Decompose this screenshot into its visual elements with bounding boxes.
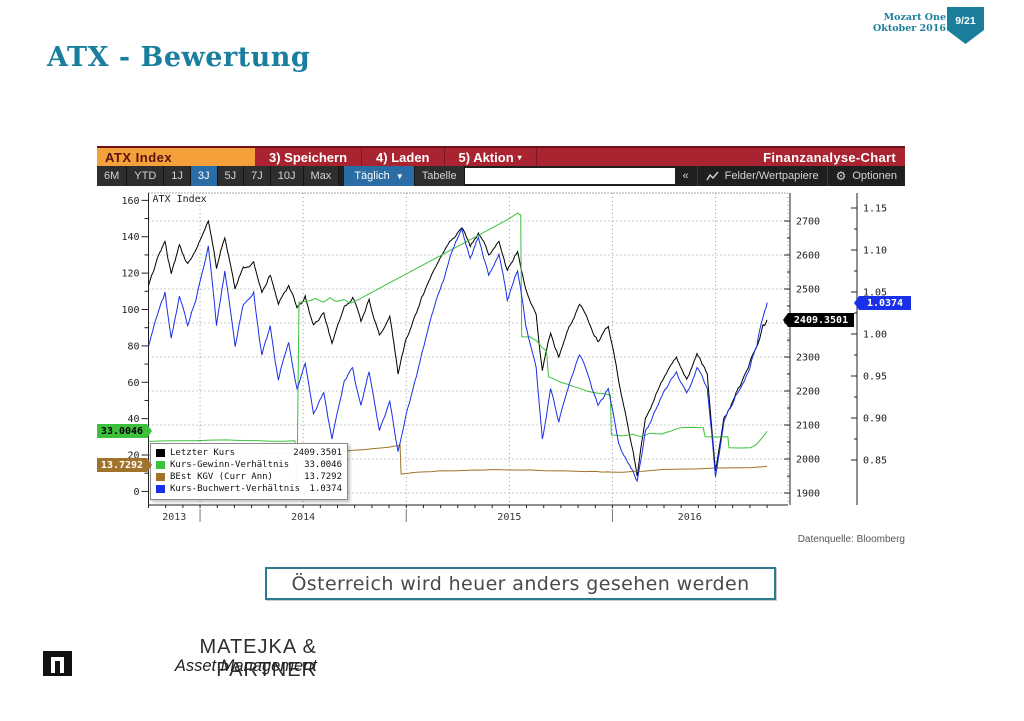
chart-title: ATX Index [153, 194, 207, 205]
chevron-down-icon: ▾ [517, 152, 522, 162]
legend-row: Letzter Kurs 2409.3501 [156, 447, 342, 459]
legend-row: BEst KGV (Curr Ann) 13.7292 [156, 471, 342, 483]
period-dropdown[interactable]: Täglich ▼ [344, 166, 415, 186]
swatch-brown [156, 473, 165, 481]
chart-legend: Letzter Kurs 2409.3501 Kurs-Gewinn-Verhäl… [150, 443, 348, 500]
caret-down-icon: ▼ [395, 171, 404, 181]
svg-text:0: 0 [133, 487, 139, 498]
key-message-box: Österreich wird heuer anders gesehen wer… [265, 567, 776, 600]
svg-text:0.85: 0.85 [863, 456, 887, 467]
range-ytd[interactable]: YTD [127, 166, 165, 186]
svg-text:0.90: 0.90 [863, 414, 887, 425]
range-10j[interactable]: 10J [270, 166, 304, 186]
last-value-tag-pe: 33.0046 [97, 424, 152, 438]
svg-text:2013: 2013 [162, 512, 186, 523]
svg-text:2014: 2014 [291, 512, 315, 523]
terminal-menubar: 3) Speichern 4) Laden 5) Aktion ▾ Finanza… [255, 148, 905, 166]
finance-chart: 0 20 40 60 80 100 120 140 160 2013 2014 2015 2016 190… [121, 192, 887, 523]
gear-icon: ⚙ [835, 169, 847, 183]
range-1j[interactable]: 1J [164, 166, 191, 186]
svg-text:2200: 2200 [796, 387, 820, 398]
last-value-tag-price: 2409.3501 [783, 313, 854, 327]
range-7j[interactable]: 7J [244, 166, 271, 186]
terminal-titlebar: ATX Index 3) Speichern 4) Laden 5) Aktio… [97, 146, 905, 166]
svg-text:2600: 2600 [796, 251, 820, 262]
options-button[interactable]: ⚙ Optionen [826, 166, 905, 186]
data-source: Datenquelle: Bloomberg [797, 534, 905, 545]
svg-text:60: 60 [127, 378, 139, 389]
svg-text:1900: 1900 [796, 489, 820, 500]
svg-text:1.00: 1.00 [863, 330, 887, 341]
svg-text:2016: 2016 [678, 512, 702, 523]
swatch-black [156, 449, 165, 457]
svg-text:140: 140 [121, 232, 139, 243]
svg-text:160: 160 [121, 196, 139, 207]
svg-text:2100: 2100 [796, 421, 820, 432]
last-value-tag-best-kgv: 13.7292 [97, 458, 152, 472]
window-title: Finanzanalyse-Chart [763, 149, 896, 165]
chart-toolbar: 6M YTD 1J 3J 5J 7J 10J Max Täglich ▼ Tabe… [97, 166, 905, 186]
svg-text:2300: 2300 [796, 353, 820, 364]
presentation-meta: Mozart One Oktober 2016 [873, 12, 946, 34]
svg-text:1.15: 1.15 [863, 204, 887, 215]
svg-text:2000: 2000 [796, 455, 820, 466]
menu-speichern[interactable]: 3) Speichern [255, 148, 363, 166]
menu-aktion[interactable]: 5) Aktion ▾ [445, 148, 537, 166]
svg-text:1.10: 1.10 [863, 246, 887, 257]
presentation-date: Oktober 2016 [872, 23, 946, 34]
svg-text:80: 80 [127, 341, 139, 352]
range-5j[interactable]: 5J [217, 166, 245, 186]
svg-text:2015: 2015 [497, 512, 521, 523]
last-value-tag-pb: 1.0374 [854, 296, 911, 310]
range-3j-selected[interactable]: 3J [190, 166, 218, 186]
matejka-logo-icon [43, 651, 72, 676]
page-title: ATX - Bewertung [47, 42, 311, 73]
security-tab[interactable]: ATX Index [97, 148, 255, 166]
svg-text:120: 120 [121, 269, 139, 280]
table-button[interactable]: Tabelle [414, 166, 465, 186]
company-division: Asset Management [174, 657, 317, 675]
legend-row: Kurs-Buchwert-Verhältnis 1.0374 [156, 483, 342, 495]
swatch-green [156, 461, 165, 469]
fields-securities-button[interactable]: Felder/Wertpapiere [696, 166, 827, 186]
page-number-ribbon: 9/21 [947, 7, 984, 44]
svg-text:0.95: 0.95 [863, 372, 887, 383]
chart-search-input[interactable] [464, 168, 675, 184]
key-message: Österreich wird heuer anders gesehen wer… [291, 572, 750, 595]
project-name: Mozart One [883, 12, 946, 23]
collapse-button[interactable]: « [682, 170, 689, 182]
page-number: 9/21 [955, 15, 976, 27]
bloomberg-terminal-window: ATX Index 3) Speichern 4) Laden 5) Aktio… [97, 146, 911, 550]
swatch-blue [156, 485, 165, 493]
svg-text:100: 100 [121, 305, 139, 316]
legend-row: Kurs-Gewinn-Verhältnis 33.0046 [156, 459, 342, 471]
svg-text:2500: 2500 [796, 285, 820, 296]
line-chart-icon [706, 171, 719, 181]
svg-text:40: 40 [127, 414, 139, 425]
svg-text:1.05: 1.05 [863, 288, 887, 299]
svg-text:20: 20 [127, 451, 139, 462]
range-max[interactable]: Max [303, 166, 340, 186]
range-6m[interactable]: 6M [97, 166, 128, 186]
company-name: MATEJKA & PARTNER [199, 636, 317, 681]
menu-laden[interactable]: 4) Laden [362, 148, 445, 166]
svg-text:2700: 2700 [796, 217, 820, 228]
